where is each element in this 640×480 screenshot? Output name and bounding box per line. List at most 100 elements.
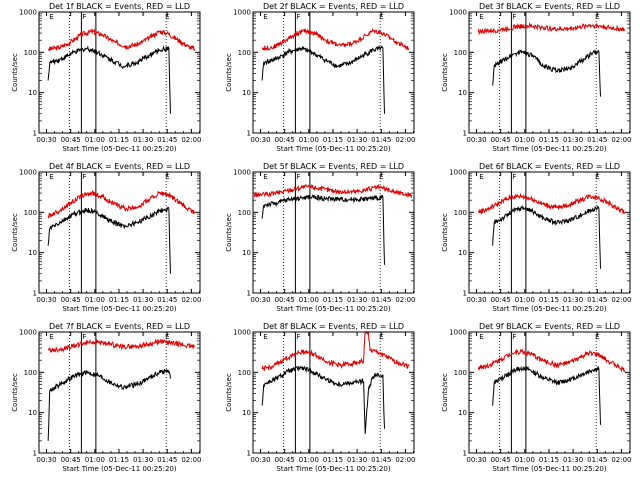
chart-panel-3: Det 3f BLACK = Events, RED = LLD E F E 00:30… xyxy=(441,2,632,153)
plot-frame xyxy=(39,172,200,293)
x-tick-label: 01:15 xyxy=(323,136,343,144)
y-axis-label: Counts/sec xyxy=(11,53,19,92)
y-tick-label: 1 xyxy=(463,450,467,458)
y-tick-label: 100 xyxy=(24,209,37,217)
x-tick-label: 02:00 xyxy=(611,456,631,464)
y-axis-label: Counts/sec xyxy=(441,53,449,92)
y-axis-label: Counts/sec xyxy=(11,213,19,252)
x-axis-label: Start Time (05-Dec-11 00:25:20) xyxy=(492,305,606,313)
x-tick-label: 01:15 xyxy=(323,296,343,304)
events-rate-line xyxy=(493,367,601,425)
lld-rate-line xyxy=(48,191,195,218)
detector-count-rate-figure: Det 1f BLACK = Events, RED = LLD E F E 00:30… xyxy=(0,0,640,480)
x-tick-label: 00:30 xyxy=(36,296,56,304)
plot-frame xyxy=(39,12,200,133)
x-tick-label: 01:00 xyxy=(85,456,105,464)
y-axis-label: Counts/sec xyxy=(441,373,449,412)
region-marker-label: F xyxy=(296,333,300,341)
region-marker-label: F xyxy=(512,333,516,341)
region-marker-label: F xyxy=(512,173,516,181)
x-tick-label: 00:45 xyxy=(275,456,295,464)
events-rate-line xyxy=(493,50,601,96)
y-tick-label: 10 xyxy=(458,249,467,257)
panel-title: Det 9f BLACK = Events, RED = LLD xyxy=(479,322,620,331)
y-tick-label: 10 xyxy=(242,409,251,417)
x-tick-label: 02:00 xyxy=(181,136,201,144)
chart-panel-7: Det 7f BLACK = Events, RED = LLDE F E00:30… xyxy=(11,322,202,473)
chart-panel-6: Det 6f BLACK = Events, RED = LLDE F E00:30… xyxy=(441,162,632,313)
x-axis-label: Start Time (05-Dec-11 00:25:20) xyxy=(492,145,606,153)
x-tick-label: 01:30 xyxy=(563,136,583,144)
panel-title: Det 4f BLACK = Events, RED = LLD xyxy=(49,162,190,171)
panel-title: Det 1f BLACK = Events, RED = LLD xyxy=(49,2,190,11)
x-tick-label: 01:30 xyxy=(563,296,583,304)
y-tick-label: 100 xyxy=(238,369,251,377)
panel-title: Det 5f BLACK = Events, RED = LLD xyxy=(263,162,404,171)
lld-rate-line xyxy=(478,195,624,214)
y-axis-label: Counts/sec xyxy=(225,53,233,92)
y-tick-label: 100 xyxy=(238,209,251,217)
y-tick-label: 100 xyxy=(454,49,467,57)
x-tick-label: 01:45 xyxy=(587,296,607,304)
lld-rate-line xyxy=(478,350,624,372)
x-tick-label: 00:45 xyxy=(275,296,295,304)
x-tick-label: 00:30 xyxy=(466,136,486,144)
x-tick-label: 00:30 xyxy=(36,136,56,144)
x-tick-label: 02:00 xyxy=(611,136,631,144)
y-tick-label: 1 xyxy=(247,450,251,458)
region-marker-label: E xyxy=(263,173,267,181)
x-tick-label: 02:00 xyxy=(395,456,415,464)
region-marker-label: E xyxy=(479,13,483,21)
lld-rate-line xyxy=(48,30,195,51)
x-tick-label: 00:30 xyxy=(466,296,486,304)
x-tick-label: 01:30 xyxy=(133,456,153,464)
x-tick-label: 00:30 xyxy=(250,136,270,144)
x-tick-label: 01:30 xyxy=(133,296,153,304)
y-tick-label: 10 xyxy=(28,409,37,417)
events-rate-line xyxy=(262,366,384,433)
region-marker-label: F xyxy=(82,173,86,181)
x-tick-label: 01:00 xyxy=(299,456,319,464)
lld-rate-line xyxy=(254,185,412,197)
x-tick-label: 01:15 xyxy=(539,136,559,144)
chart-panel-9: Det 9f BLACK = Events, RED = LLDE F E00:30… xyxy=(441,322,632,473)
x-tick-label: 01:15 xyxy=(109,136,129,144)
y-tick-label: 1000 xyxy=(233,329,251,337)
x-axis-label: Start Time (05-Dec-11 00:25:20) xyxy=(276,305,390,313)
panel-title: Det 8f BLACK = Events, RED = LLD xyxy=(263,322,404,331)
x-tick-label: 00:30 xyxy=(466,456,486,464)
chart-panel-4: Det 4f BLACK = Events, RED = LLD E F E 00:30… xyxy=(11,162,202,313)
region-marker-label: F xyxy=(296,173,300,181)
x-tick-label: 00:45 xyxy=(61,456,81,464)
x-tick-label: 01:45 xyxy=(587,456,607,464)
events-rate-line xyxy=(262,47,384,114)
y-tick-label: 1000 xyxy=(449,9,467,17)
region-marker-label: E xyxy=(263,333,267,341)
y-tick-label: 1 xyxy=(247,130,251,138)
y-axis-label: Counts/sec xyxy=(441,213,449,252)
region-marker-label: E xyxy=(49,333,53,341)
panel-title: Det 3f BLACK = Events, RED = LLD xyxy=(479,2,620,11)
chart-panel-1: Det 1f BLACK = Events, RED = LLD E F E 00:30… xyxy=(11,2,202,153)
x-tick-label: 01:45 xyxy=(371,136,391,144)
x-tick-label: 01:15 xyxy=(539,456,559,464)
events-rate-line xyxy=(262,195,384,265)
y-tick-label: 1000 xyxy=(19,169,37,177)
x-tick-label: 00:30 xyxy=(250,456,270,464)
x-tick-label: 01:00 xyxy=(515,456,535,464)
x-tick-label: 01:00 xyxy=(299,296,319,304)
x-tick-label: 00:30 xyxy=(36,456,56,464)
events-rate-line xyxy=(493,206,601,268)
x-tick-label: 01:00 xyxy=(299,136,319,144)
x-tick-label: 02:00 xyxy=(181,296,201,304)
x-tick-label: 01:45 xyxy=(371,296,391,304)
y-tick-label: 10 xyxy=(242,249,251,257)
chart-panel-8: Det 8f BLACK = Events, RED = LLD E F E 00:30… xyxy=(225,322,416,473)
x-axis-label: Start Time (05-Dec-11 00:25:20) xyxy=(276,145,390,153)
region-marker-label: E xyxy=(263,13,267,21)
y-axis-label: Counts/sec xyxy=(225,373,233,412)
y-tick-label: 100 xyxy=(454,209,467,217)
x-tick-label: 01:30 xyxy=(347,456,367,464)
chart-panel-2: Det 2f BLACK = Events, RED = LLD E F E 00:30… xyxy=(225,2,416,153)
region-marker-label: E xyxy=(49,13,53,21)
